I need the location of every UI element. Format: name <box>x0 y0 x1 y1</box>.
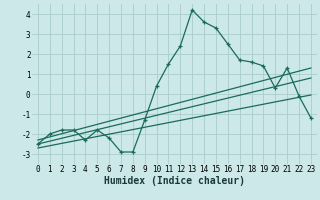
X-axis label: Humidex (Indice chaleur): Humidex (Indice chaleur) <box>104 176 245 186</box>
